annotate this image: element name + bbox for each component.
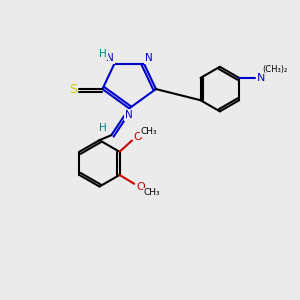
Text: O: O	[136, 182, 145, 193]
Text: S: S	[69, 82, 77, 96]
Text: O: O	[134, 132, 142, 142]
Text: N: N	[145, 53, 152, 64]
Text: H: H	[99, 49, 107, 59]
Text: H: H	[99, 123, 107, 133]
Text: CH₃: CH₃	[141, 127, 158, 136]
Text: N: N	[257, 73, 265, 83]
Text: (CH₃)₂: (CH₃)₂	[262, 64, 287, 74]
Text: CH₃: CH₃	[143, 188, 160, 197]
Text: N: N	[125, 110, 133, 120]
Text: N: N	[106, 53, 114, 64]
